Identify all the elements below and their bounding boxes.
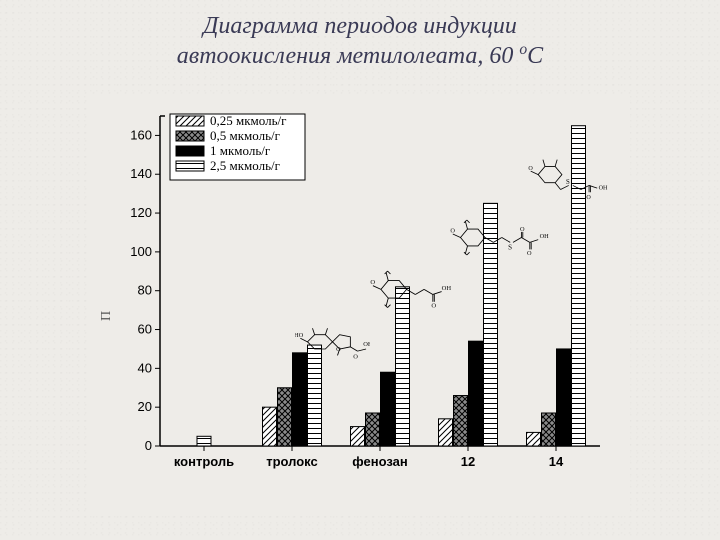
svg-text:1 мкмоль/г: 1 мкмоль/г <box>210 143 270 158</box>
svg-text:20: 20 <box>138 399 152 414</box>
title-line1: Диаграмма периодов индукции <box>203 13 517 39</box>
svg-text:140: 140 <box>130 166 152 181</box>
page-title: Диаграмма периодов индукции автоокислени… <box>0 0 720 71</box>
svg-text:40: 40 <box>138 360 152 375</box>
svg-text:фенозан: фенозан <box>352 454 407 469</box>
svg-text:80: 80 <box>138 282 152 297</box>
title-sup: oС <box>519 43 543 69</box>
svg-text:0,5 мкмоль/г: 0,5 мкмоль/г <box>210 128 280 143</box>
svg-text:100: 100 <box>130 243 152 258</box>
chart-container: 0 20 40 60 80 100 120 140 160 П контроль тролокс фе… <box>90 96 630 516</box>
title-line2: автоокисления метилолеата, 60 <box>177 43 514 69</box>
svg-text:П: П <box>99 308 114 320</box>
svg-text:160: 160 <box>130 127 152 142</box>
svg-text:0: 0 <box>145 438 152 453</box>
svg-text:60: 60 <box>138 321 152 336</box>
svg-text:0,25 мкмоль/г: 0,25 мкмоль/г <box>210 113 286 128</box>
induction-chart: 0 20 40 60 80 100 120 140 160 П контроль тролокс фе… <box>90 96 630 516</box>
svg-text:2,5 мкмоль/г: 2,5 мкмоль/г <box>210 158 280 173</box>
svg-text:12: 12 <box>461 454 475 469</box>
svg-text:120: 120 <box>130 205 152 220</box>
svg-text:14: 14 <box>549 454 564 469</box>
svg-text:тролокс: тролокс <box>266 454 318 469</box>
svg-text:контроль: контроль <box>174 454 234 469</box>
